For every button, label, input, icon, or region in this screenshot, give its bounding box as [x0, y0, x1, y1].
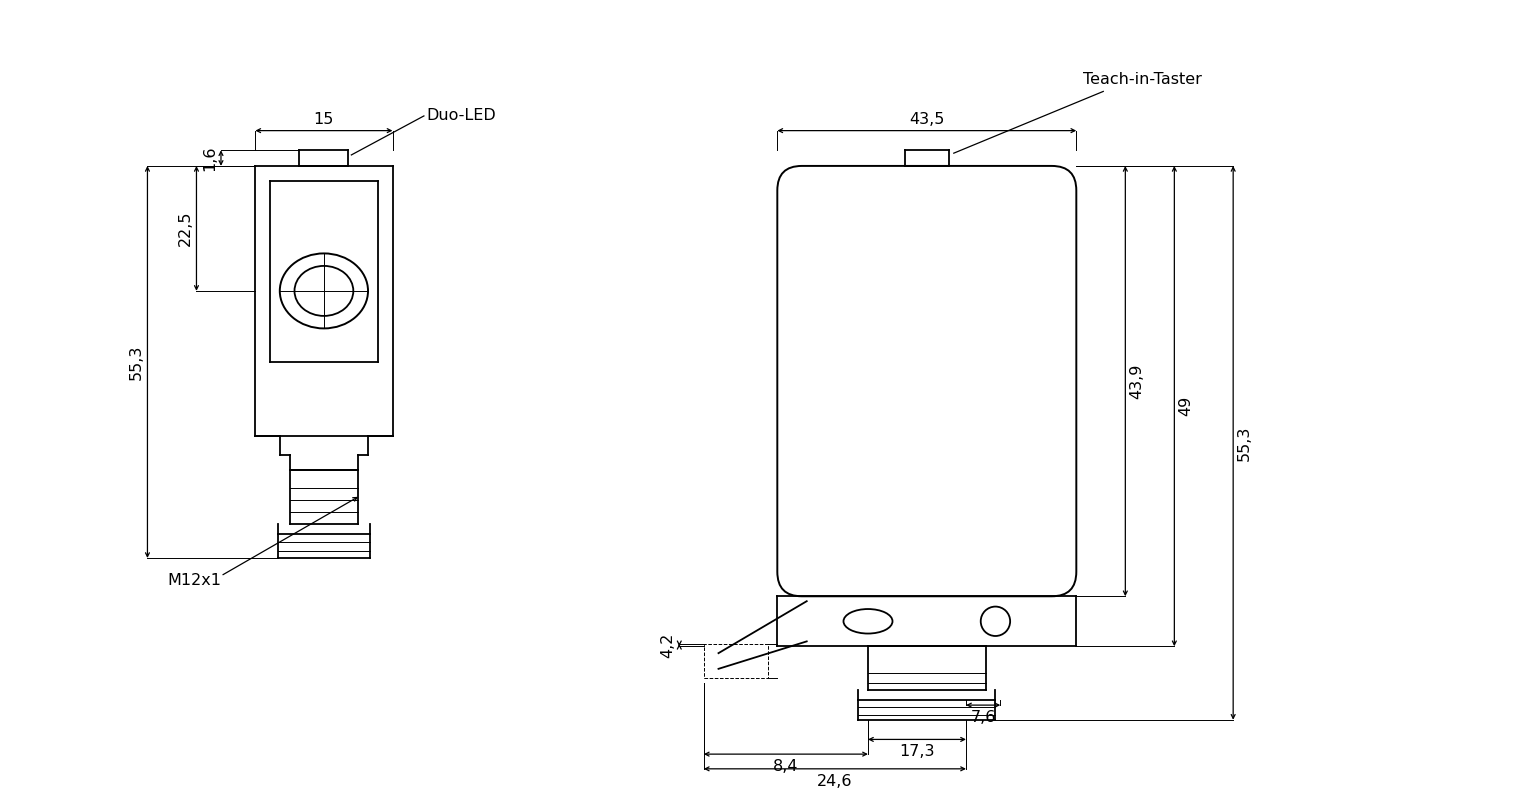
- Text: M12x1: M12x1: [167, 572, 221, 588]
- Text: 43,9: 43,9: [1129, 363, 1144, 399]
- Text: 24,6: 24,6: [817, 774, 852, 789]
- Bar: [703, 644, 768, 678]
- Text: 22,5: 22,5: [178, 211, 192, 246]
- Text: 55,3: 55,3: [129, 344, 143, 380]
- Text: Teach-in-Taster: Teach-in-Taster: [1083, 72, 1203, 87]
- Text: 43,5: 43,5: [909, 112, 945, 126]
- Text: 8,4: 8,4: [773, 759, 799, 774]
- Text: 4,2: 4,2: [660, 632, 676, 657]
- Text: 49: 49: [1178, 396, 1193, 417]
- Text: 7,6: 7,6: [971, 710, 995, 725]
- Text: 1,6: 1,6: [203, 145, 217, 171]
- Text: Duo-LED: Duo-LED: [427, 108, 496, 123]
- Text: 55,3: 55,3: [1236, 425, 1252, 460]
- Text: 17,3: 17,3: [899, 744, 935, 759]
- Text: 15: 15: [313, 112, 335, 126]
